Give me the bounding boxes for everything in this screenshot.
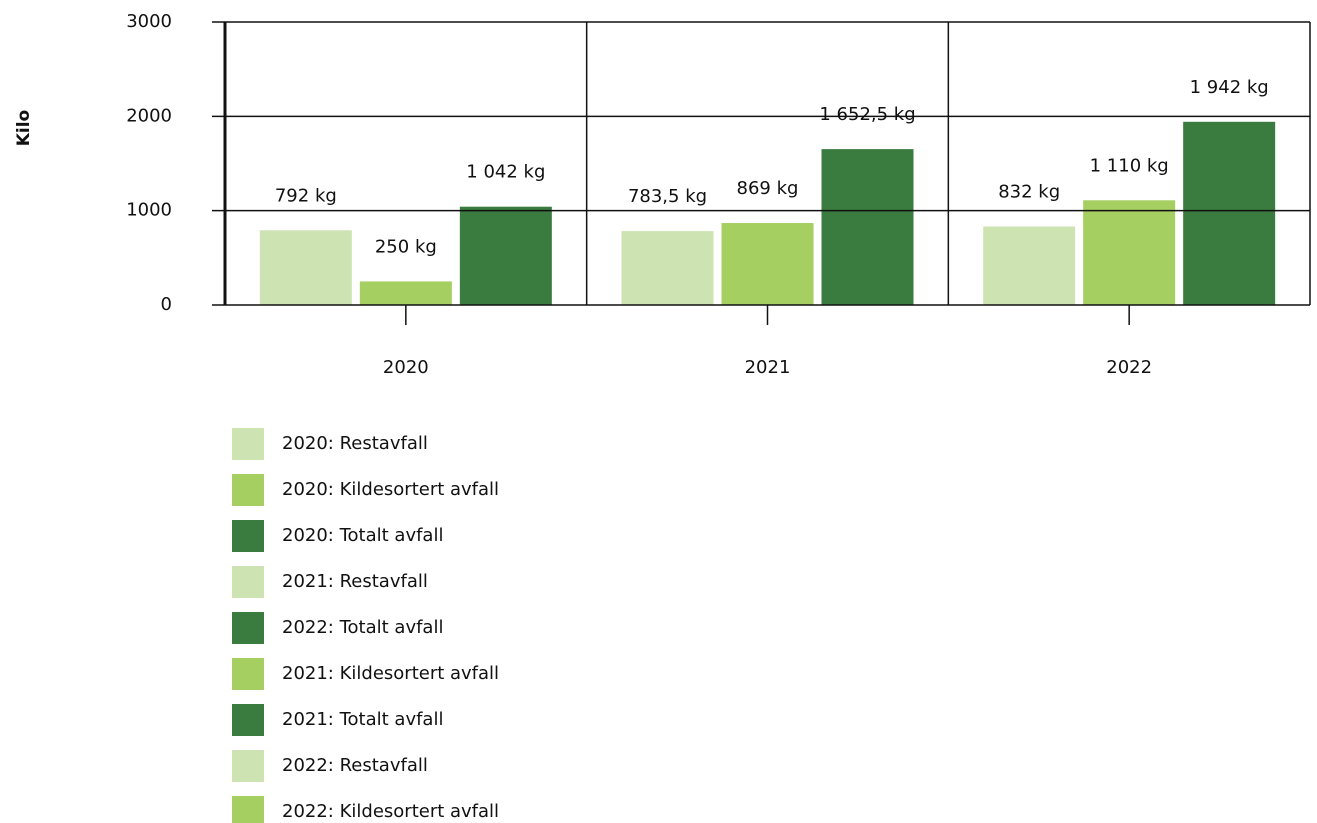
- data-label: 1 652,5 kg: [819, 104, 915, 125]
- legend-label: 2021: Kildesortert avfall: [282, 663, 499, 684]
- y-tick-label: 3000: [126, 11, 172, 32]
- legend-label: 2020: Kildesortert avfall: [282, 479, 499, 500]
- legend-swatch: [232, 566, 264, 598]
- y-tick-label: 2000: [126, 105, 172, 126]
- legend-swatch: [232, 428, 264, 460]
- bar: [721, 223, 814, 305]
- legend-swatch: [232, 474, 264, 506]
- legend-label: 2022: Kildesortert avfall: [282, 801, 499, 822]
- y-axis-label: Kilo: [14, 110, 34, 147]
- x-tick-label: 2022: [1106, 357, 1152, 378]
- bar: [821, 149, 914, 305]
- data-label: 792 kg: [275, 185, 337, 206]
- data-label: 869 kg: [737, 178, 799, 199]
- bar: [983, 226, 1076, 305]
- x-tick-label: 2020: [383, 357, 429, 378]
- x-tick-label: 2021: [745, 357, 791, 378]
- data-label: 832 kg: [998, 182, 1060, 203]
- legend-label: 2022: Restavfall: [282, 755, 428, 776]
- legend-label: 2022: Totalt avfall: [282, 617, 443, 638]
- bar: [1083, 200, 1176, 305]
- data-label: 1 042 kg: [466, 162, 545, 183]
- legend-swatch: [232, 658, 264, 690]
- y-tick-label: 0: [161, 294, 172, 315]
- data-label: 250 kg: [375, 236, 437, 257]
- data-label: 1 942 kg: [1190, 77, 1269, 98]
- bar: [621, 231, 714, 305]
- bar: [459, 206, 552, 305]
- legend-label: 2020: Restavfall: [282, 433, 428, 454]
- legend-swatch: [232, 750, 264, 782]
- legend-swatch: [232, 520, 264, 552]
- bar: [1183, 121, 1276, 306]
- legend-swatch: [232, 612, 264, 644]
- legend-swatch: [232, 704, 264, 736]
- legend-label: 2021: Totalt avfall: [282, 709, 443, 730]
- y-tick-label: 1000: [126, 200, 172, 221]
- legend-swatch: [232, 796, 264, 823]
- legend-label: 2020: Totalt avfall: [282, 525, 443, 546]
- bar: [259, 230, 352, 305]
- bar: [359, 281, 452, 305]
- data-label: 783,5 kg: [628, 186, 707, 207]
- data-label: 1 110 kg: [1090, 155, 1169, 176]
- legend-label: 2021: Restavfall: [282, 571, 428, 592]
